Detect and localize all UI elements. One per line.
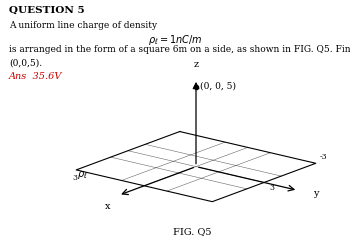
Text: y: y (313, 189, 319, 197)
Text: QUESTION 5: QUESTION 5 (9, 6, 84, 15)
Text: x: x (105, 202, 111, 211)
Text: (0, 0, 5): (0, 0, 5) (200, 81, 236, 90)
Text: $\rho_\ell = 1nC/m$: $\rho_\ell = 1nC/m$ (148, 33, 202, 47)
Text: FIG. Q5: FIG. Q5 (173, 227, 212, 236)
Text: is arranged in the form of a square 6m on a side, as shown in FIG. Q5. Find the : is arranged in the form of a square 6m o… (9, 45, 350, 54)
Text: -3: -3 (319, 153, 327, 161)
Text: Ans  35.6V: Ans 35.6V (9, 72, 62, 81)
Text: 3: 3 (269, 184, 274, 192)
Text: 3: 3 (72, 173, 77, 182)
Text: A uniform line charge of density: A uniform line charge of density (9, 21, 157, 30)
Text: $\rho_\ell$: $\rho_\ell$ (77, 169, 88, 181)
Text: z: z (194, 60, 198, 69)
Text: (0,0,5).: (0,0,5). (9, 58, 42, 67)
